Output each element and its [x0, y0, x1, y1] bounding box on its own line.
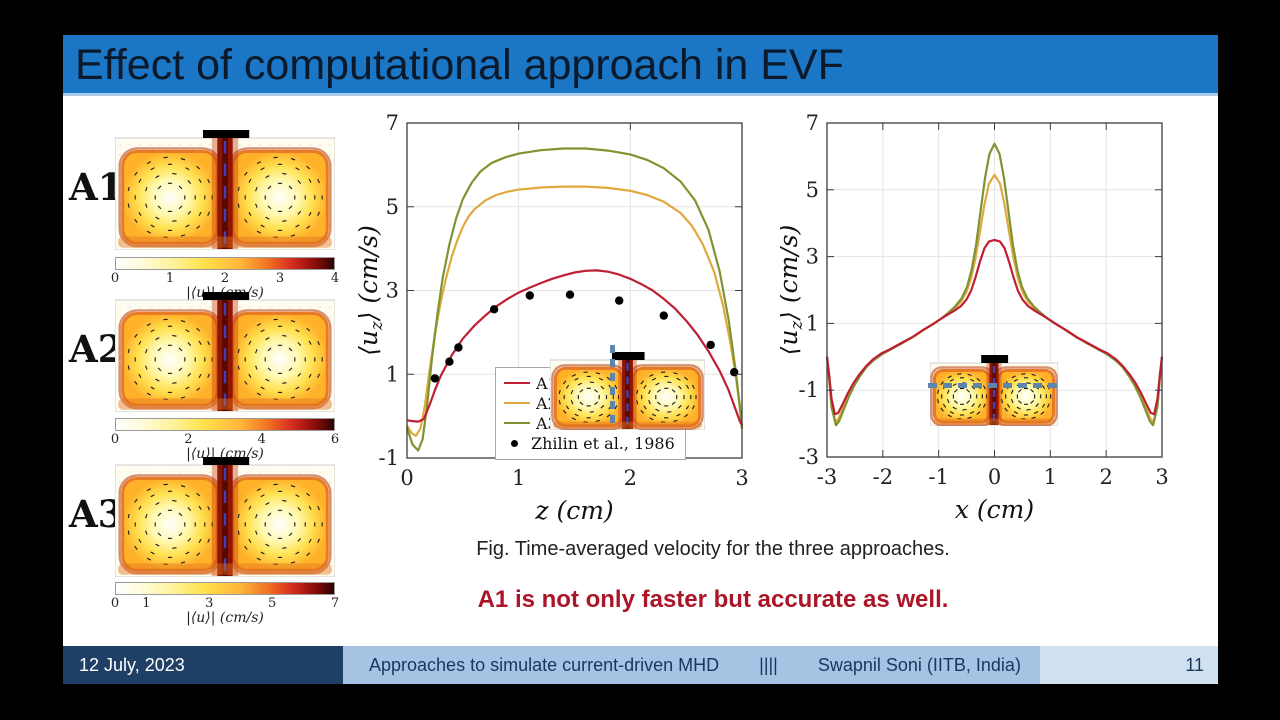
svg-text:-1: -1 [799, 378, 819, 402]
page-title: Effect of computational approach in EVF [75, 41, 844, 89]
velocity-field-a2 [114, 292, 336, 413]
scatter-point [454, 343, 463, 352]
colorbar-tick: 2 [220, 271, 230, 286]
colorbar-a3 [115, 582, 335, 595]
colorbar-tick: 0 [110, 271, 120, 286]
colorbar-tick: 4 [257, 432, 266, 447]
colorbar-tick: 5 [268, 596, 277, 611]
colorbar-tick: 7 [330, 596, 340, 611]
colorbar-tick: 4 [330, 271, 340, 286]
svg-text:0: 0 [988, 465, 1001, 489]
legend-label: Zhilin et al., 1986 [531, 433, 675, 453]
scatter-point [615, 296, 624, 305]
series-A1 [825, 238, 1164, 416]
legend-line-swatch [504, 422, 530, 424]
colorbar-tick: 6 [330, 432, 340, 447]
colorbar-tick: 3 [275, 271, 285, 286]
velocity-field-graphic [114, 130, 336, 251]
series-A1 [406, 269, 743, 426]
series-A3 [405, 147, 744, 452]
x-axis-label: x (cm) [955, 495, 1034, 524]
colorbar-tick: 0 [110, 432, 120, 447]
svg-text:-2: -2 [873, 465, 893, 489]
title-bar: Effect of computational approach in EVF [63, 35, 1218, 96]
velocity-field-inset-z [549, 352, 706, 435]
scatter-point [565, 290, 575, 299]
colorbar-a2-ticks: 0 2 4 6 [111, 432, 339, 447]
sampling-line-vertical [610, 345, 615, 425]
figure-caption: Fig. Time-averaged velocity for the thre… [476, 538, 950, 560]
scatter-point [430, 374, 440, 383]
svg-text:7: 7 [806, 111, 819, 135]
svg-text:-3: -3 [817, 465, 837, 489]
svg-text:-1: -1 [928, 465, 948, 489]
scatter-point [445, 357, 454, 366]
velocity-field-inset-x [929, 355, 1059, 431]
velocity-field-graphic [929, 355, 1059, 427]
legend-dot-swatch [511, 439, 518, 447]
conclusion-text: A1 is not only faster but accurate as we… [477, 586, 949, 613]
footer-page-number: 11 [1040, 646, 1218, 684]
chart-uz-vs-x: -3 -2 -1 0 1 2 3 -3 -1 1 3 5 7 x (cm) ⟨uz⟩ (cm/s) [774, 100, 1200, 525]
legend-line-swatch [504, 382, 530, 384]
scatter-point [525, 291, 534, 300]
chart-uz-vs-z: 0 1 2 3 -1 1 3 5 7 z (cm) ⟨uz⟩ (cm/s) [354, 100, 755, 525]
colorbar-a1 [115, 257, 335, 270]
velocity-field-graphic [549, 352, 706, 431]
scatter-point [489, 305, 499, 314]
panel-a2-label: A2 [69, 327, 124, 371]
colorbar-tick: 0 [110, 596, 120, 611]
panel-a3-label: A3 [69, 492, 124, 536]
svg-text:1: 1 [1044, 465, 1057, 489]
scatter-point [706, 340, 715, 350]
colorbar-tick: 2 [184, 432, 193, 447]
x-axis-label: z (cm) [534, 496, 613, 525]
footer-middle: Approaches to simulate current-driven MH… [343, 646, 1040, 684]
colorbar-tick: 3 [205, 596, 214, 611]
y-axis-label: ⟨uz⟩ (cm/s) [355, 225, 386, 356]
footer-talk-title: Approaches to simulate current-driven MH… [369, 654, 720, 675]
scatter-point [730, 368, 739, 377]
colorbar-tick: 1 [165, 271, 175, 286]
svg-text:5: 5 [386, 195, 399, 219]
legend-entry: Zhilin et al., 1986 [504, 433, 675, 453]
footer-separator-icon: |||| [759, 654, 778, 675]
velocity-field-graphic [114, 457, 336, 578]
panel-a1-label: A1 [69, 165, 124, 209]
svg-text:1: 1 [512, 466, 525, 490]
scatter-point [659, 311, 668, 320]
svg-text:3: 3 [806, 245, 819, 269]
svg-text:1: 1 [806, 311, 819, 335]
svg-text:5: 5 [806, 178, 819, 202]
svg-text:2: 2 [624, 466, 637, 490]
svg-text:1: 1 [386, 362, 399, 386]
svg-text:3: 3 [735, 466, 748, 490]
svg-text:3: 3 [1155, 465, 1168, 489]
footer-author: Swapnil Soni (IITB, India) [817, 654, 1021, 675]
colorbar-a2 [115, 418, 335, 431]
footer-date: 12 July, 2023 [63, 646, 343, 684]
y-axis-label: ⟨uz⟩ (cm/s) [780, 225, 806, 356]
svg-text:0: 0 [400, 466, 413, 490]
velocity-field-graphic [114, 292, 336, 413]
velocity-field-a3 [114, 457, 336, 578]
colorbar-a3-ticks: 0 1 3 5 7 [111, 596, 339, 611]
svg-text:7: 7 [386, 111, 399, 135]
velocity-field-a1 [114, 130, 336, 251]
svg-text:3: 3 [386, 279, 399, 303]
colorbar-a1-ticks: 0 1 2 3 4 [111, 271, 339, 286]
colorbar-tick: 1 [142, 596, 151, 611]
svg-text:-3: -3 [799, 445, 819, 469]
svg-text:-1: -1 [379, 446, 399, 470]
svg-text:2: 2 [1099, 465, 1112, 489]
legend-line-swatch [504, 402, 530, 404]
sampling-line-horizontal [928, 383, 1062, 388]
slide: Effect of computational approach in EVF … [63, 35, 1218, 684]
colorbar-a3-unit: |⟨u⟩| (cm/s) [186, 610, 264, 626]
